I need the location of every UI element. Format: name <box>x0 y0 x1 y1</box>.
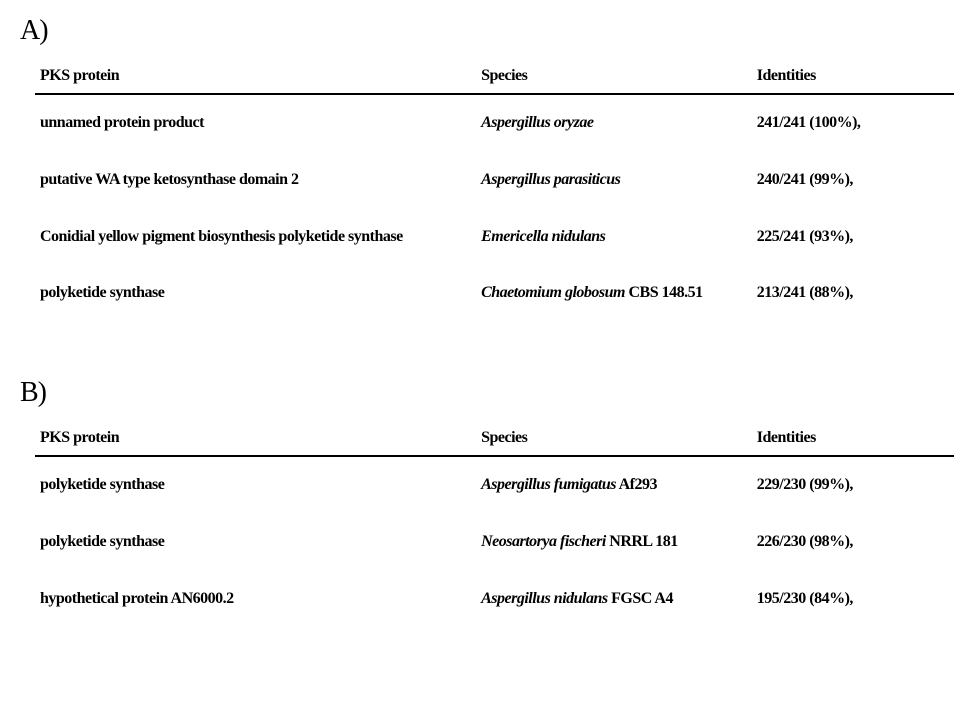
table-row: polyketide synthase Chaetomium globosum … <box>35 265 954 322</box>
header-protein: PKS protein <box>35 57 476 94</box>
protein-cell: polyketide synthase <box>35 265 476 322</box>
identities-cell: 225/241 (93%), <box>752 209 954 266</box>
table-row: polyketide synthase Neosartorya fischeri… <box>35 514 954 571</box>
species-cell: Chaetomium globosum CBS 148.51 <box>476 265 752 322</box>
species-italic: Aspergillus fumigatus <box>481 476 616 493</box>
table-row: putative WA type ketosynthase domain 2 A… <box>35 152 954 209</box>
species-italic: Aspergillus oryzae <box>481 114 593 131</box>
species-cell: Aspergillus oryzae <box>476 94 752 152</box>
panel-spacer <box>20 322 939 372</box>
species-cell: Aspergillus parasiticus <box>476 152 752 209</box>
species-strain: CBS 148.51 <box>625 284 703 301</box>
panel-a: A) PKS protein Species Identities unname… <box>20 15 939 322</box>
species-cell: Aspergillus fumigatus Af293 <box>476 456 752 514</box>
protein-cell: putative WA type ketosynthase domain 2 <box>35 152 476 209</box>
protein-cell: hypothetical protein AN6000.2 <box>35 571 476 628</box>
protein-cell: Conidial yellow pigment biosynthesis pol… <box>35 209 476 266</box>
header-protein: PKS protein <box>35 419 476 456</box>
species-cell: Neosartorya fischeri NRRL 181 <box>476 514 752 571</box>
protein-cell: polyketide synthase <box>35 456 476 514</box>
table-row: Conidial yellow pigment biosynthesis pol… <box>35 209 954 266</box>
panel-a-header-row: PKS protein Species Identities <box>35 57 954 94</box>
table-row: unnamed protein product Aspergillus oryz… <box>35 94 954 152</box>
panel-b-table: PKS protein Species Identities polyketid… <box>35 419 954 627</box>
species-strain: NRRL 181 <box>606 533 678 550</box>
identities-cell: 195/230 (84%), <box>752 571 954 628</box>
species-italic: Aspergillus parasiticus <box>481 171 620 188</box>
species-cell: Emericella nidulans <box>476 209 752 266</box>
header-identities: Identities <box>752 419 954 456</box>
identities-cell: 229/230 (99%), <box>752 456 954 514</box>
species-cell: Aspergillus nidulans FGSC A4 <box>476 571 752 628</box>
protein-cell: polyketide synthase <box>35 514 476 571</box>
species-strain: FGSC A4 <box>608 590 673 607</box>
table-row: hypothetical protein AN6000.2 Aspergillu… <box>35 571 954 628</box>
header-species: Species <box>476 419 752 456</box>
panel-b: B) PKS protein Species Identities polyke… <box>20 377 939 627</box>
identities-cell: 213/241 (88%), <box>752 265 954 322</box>
species-italic: Emericella nidulans <box>481 228 605 245</box>
species-italic: Neosartorya fischeri <box>481 533 606 550</box>
identities-cell: 240/241 (99%), <box>752 152 954 209</box>
panel-a-table: PKS protein Species Identities unnamed p… <box>35 57 954 322</box>
species-strain: Af293 <box>616 476 657 493</box>
header-identities: Identities <box>752 57 954 94</box>
protein-cell: unnamed protein product <box>35 94 476 152</box>
species-italic: Chaetomium globosum <box>481 284 625 301</box>
panel-a-label: A) <box>20 15 939 47</box>
panel-b-label: B) <box>20 377 939 409</box>
identities-cell: 226/230 (98%), <box>752 514 954 571</box>
identities-cell: 241/241 (100%), <box>752 94 954 152</box>
panel-b-header-row: PKS protein Species Identities <box>35 419 954 456</box>
species-italic: Aspergillus nidulans <box>481 590 608 607</box>
table-row: polyketide synthase Aspergillus fumigatu… <box>35 456 954 514</box>
header-species: Species <box>476 57 752 94</box>
